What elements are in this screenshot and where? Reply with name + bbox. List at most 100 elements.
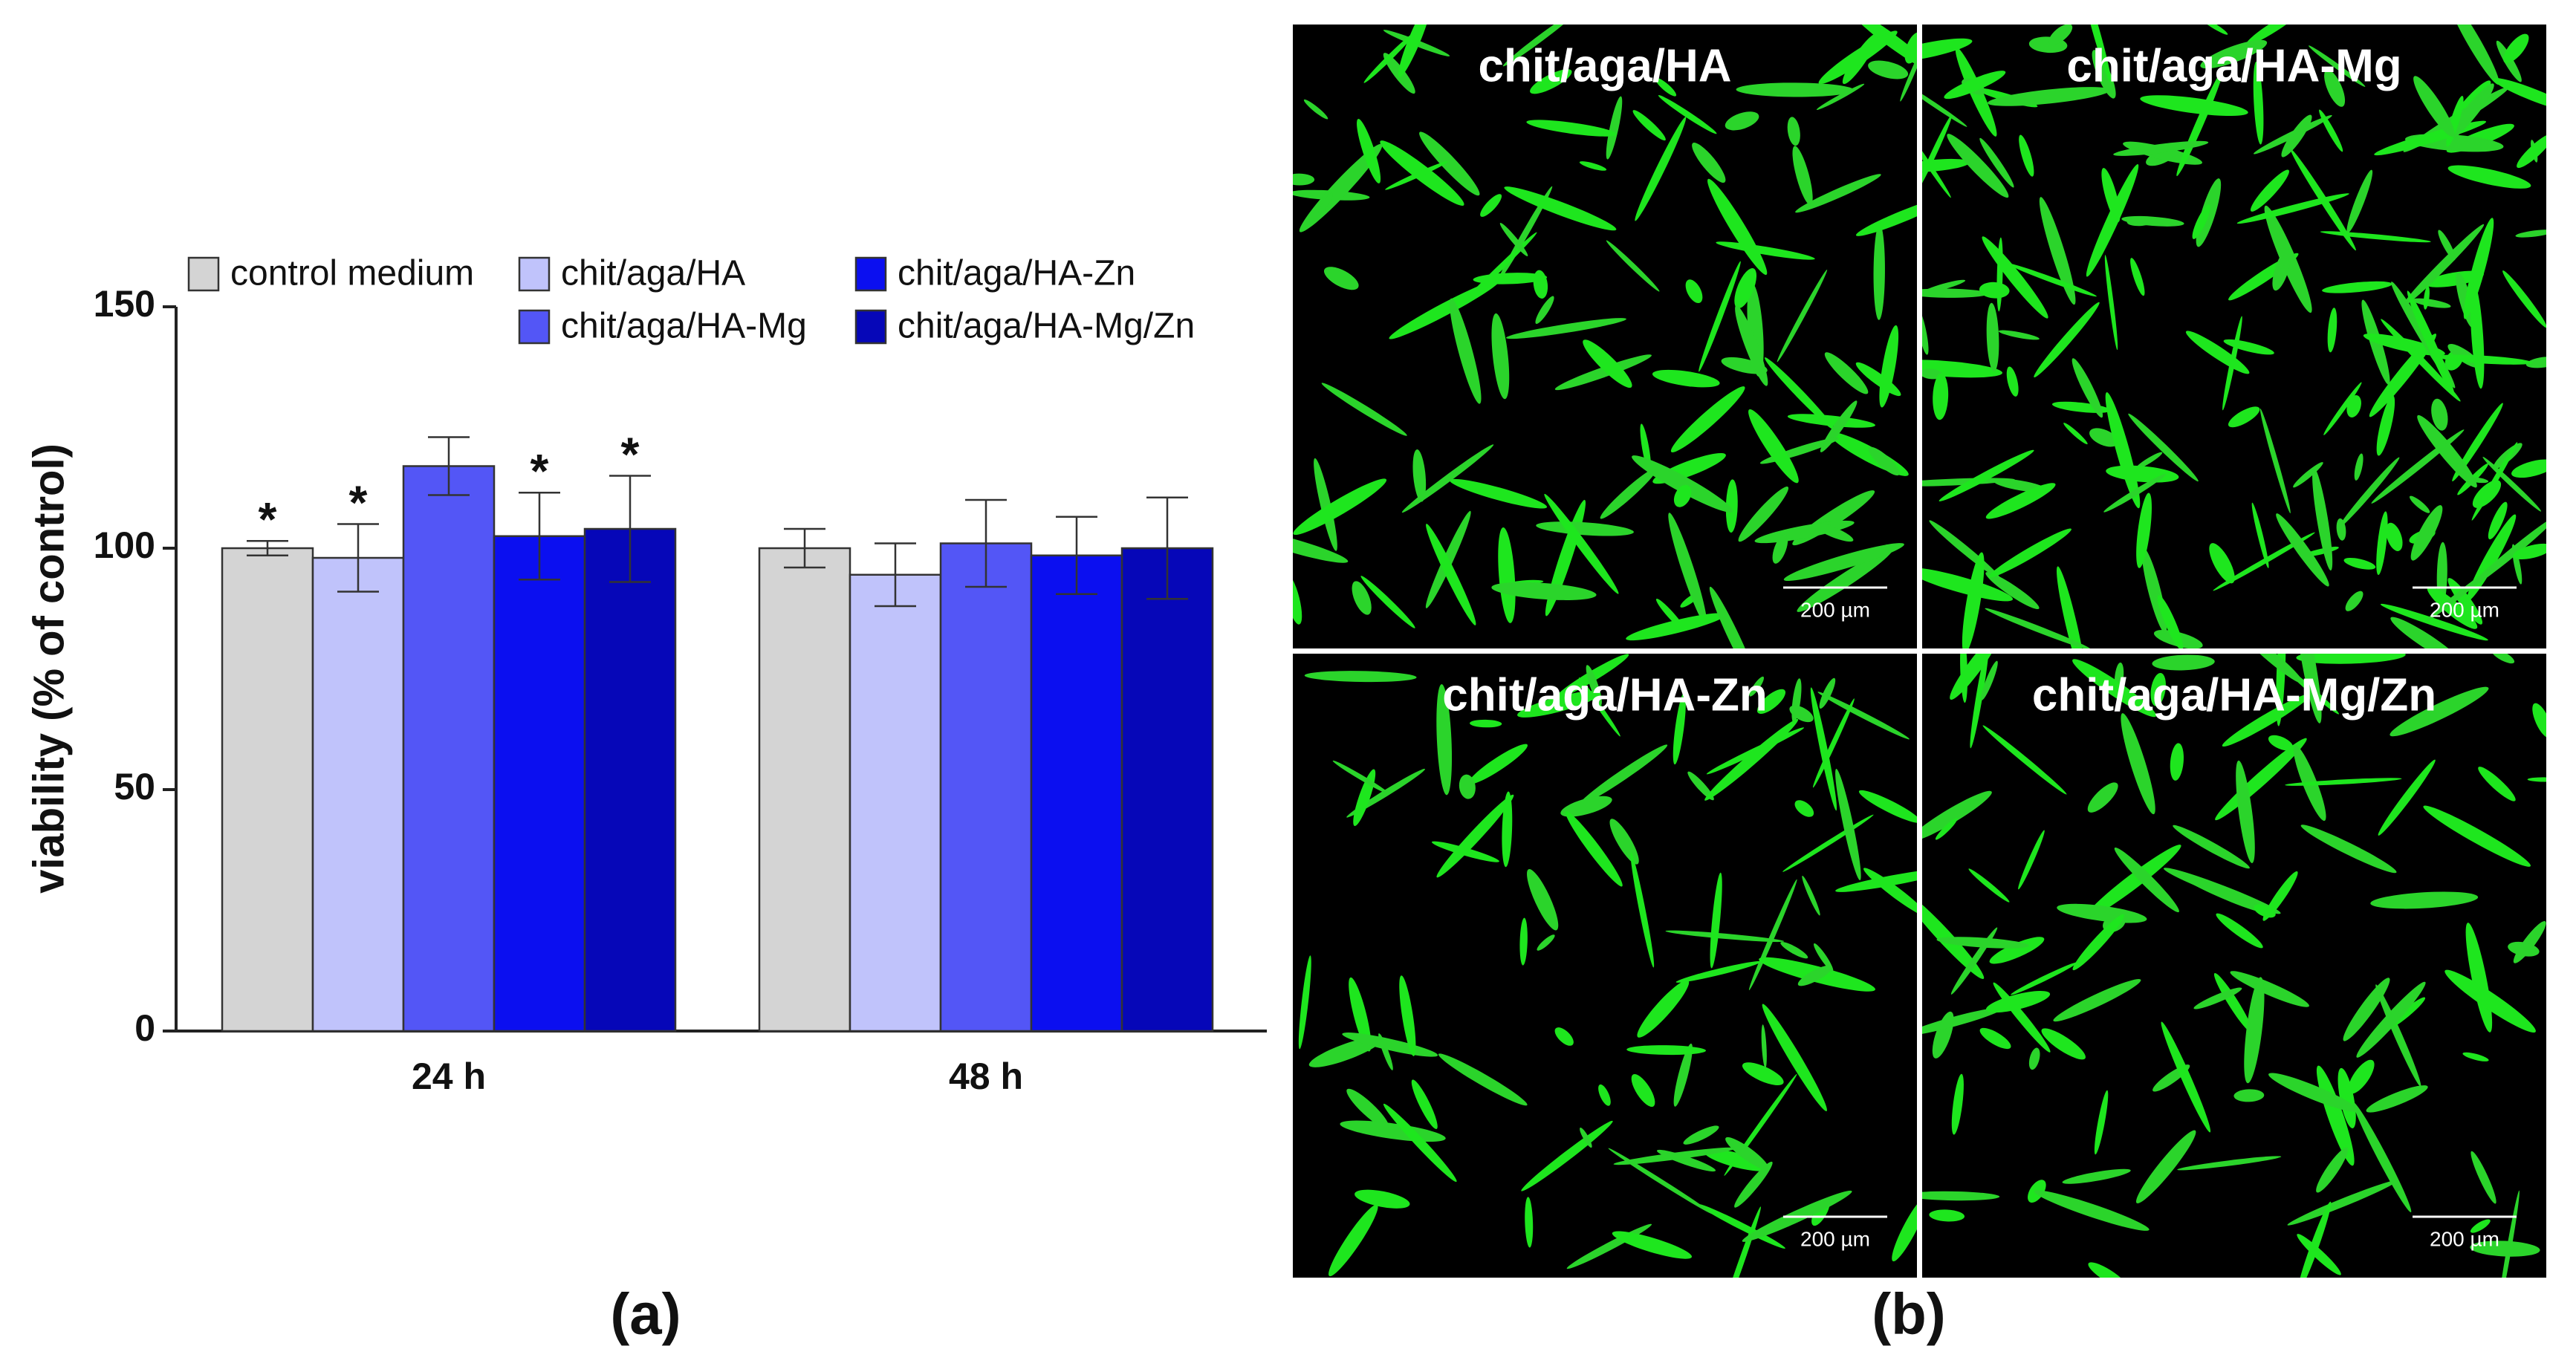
y-tick-label: 0 bbox=[134, 1007, 155, 1049]
cell bbox=[1655, 77, 1677, 97]
cell bbox=[2200, 39, 2268, 69]
cell bbox=[2322, 281, 2392, 293]
cell bbox=[1606, 96, 1623, 160]
cell bbox=[1360, 576, 1415, 628]
cell bbox=[2140, 95, 2248, 117]
cell bbox=[2019, 134, 2034, 177]
cell bbox=[2343, 978, 2390, 1041]
cell bbox=[1698, 1204, 1785, 1249]
cell bbox=[1673, 1043, 1693, 1107]
cell bbox=[2407, 290, 2455, 397]
cell bbox=[1412, 449, 1427, 502]
cell bbox=[1683, 1125, 1719, 1145]
cell bbox=[1981, 660, 1998, 700]
cell bbox=[2213, 972, 2253, 1033]
cell bbox=[2376, 395, 2395, 456]
cell bbox=[1609, 819, 1639, 865]
cell bbox=[1598, 1084, 1611, 1106]
cell bbox=[1668, 513, 1707, 625]
cell bbox=[1606, 240, 1660, 292]
cell bbox=[2319, 109, 2343, 152]
cell bbox=[2370, 891, 2479, 909]
cell bbox=[1812, 522, 1854, 542]
cell bbox=[2409, 495, 2430, 513]
cell bbox=[1802, 875, 1820, 916]
cell bbox=[1772, 534, 1788, 564]
cell bbox=[2092, 50, 2116, 99]
cell bbox=[1795, 174, 1881, 213]
cell bbox=[1673, 692, 1686, 765]
micrograph: chit/aga/HA 200 µm bbox=[1293, 25, 1917, 648]
cell bbox=[1810, 687, 1837, 811]
cell bbox=[1985, 990, 2051, 1013]
cell bbox=[2417, 414, 2477, 488]
cell bbox=[2312, 467, 2333, 570]
y-tick-label: 50 bbox=[114, 766, 155, 807]
cell bbox=[1922, 114, 1953, 195]
cell bbox=[2346, 169, 2373, 233]
cell bbox=[2251, 502, 2269, 568]
y-axis-label: viability (% of control) bbox=[25, 443, 73, 894]
cell bbox=[2348, 1059, 2375, 1094]
error-bar bbox=[609, 475, 651, 583]
cell bbox=[2412, 298, 2451, 308]
cell bbox=[2006, 366, 2019, 397]
cell bbox=[1626, 1045, 1707, 1056]
cell bbox=[1817, 692, 1910, 740]
cell bbox=[2177, 1156, 2282, 1171]
cell bbox=[1502, 25, 1579, 67]
cell bbox=[1560, 796, 1612, 817]
cell bbox=[2390, 686, 2489, 737]
cell bbox=[2130, 258, 2145, 296]
cells bbox=[1298, 654, 1917, 1278]
cell bbox=[1438, 1053, 1528, 1106]
cell bbox=[1303, 99, 1328, 120]
cell bbox=[2176, 70, 2224, 177]
cell bbox=[1293, 478, 1387, 536]
cell bbox=[1580, 1128, 1592, 1148]
cell bbox=[1819, 677, 1836, 709]
micrograph-title: chit/aga/HA-Mg bbox=[2066, 40, 2401, 91]
cell bbox=[2515, 230, 2546, 238]
bar bbox=[583, 527, 677, 1033]
cell bbox=[2236, 193, 2349, 224]
cell bbox=[2447, 578, 2483, 625]
cell bbox=[1363, 32, 1415, 83]
cell bbox=[1459, 774, 1476, 799]
cell bbox=[2087, 782, 2118, 813]
cell bbox=[1922, 38, 1973, 62]
cell bbox=[2503, 33, 2529, 64]
cell bbox=[2072, 914, 2124, 971]
cell bbox=[1352, 581, 1372, 615]
cell bbox=[1318, 192, 1333, 215]
cell bbox=[2170, 743, 2184, 781]
cell bbox=[2376, 511, 2388, 575]
bar bbox=[493, 535, 586, 1033]
legend-swatch bbox=[854, 309, 887, 345]
cell bbox=[1868, 60, 1909, 79]
scale-bar-label: 200 µm bbox=[1800, 598, 1870, 621]
cell bbox=[2401, 224, 2485, 308]
cell bbox=[1579, 744, 1668, 805]
cell bbox=[1725, 111, 1759, 131]
cell bbox=[2216, 913, 2263, 949]
bar bbox=[1120, 547, 1214, 1033]
cell bbox=[2316, 1147, 2349, 1193]
cell bbox=[1835, 868, 1917, 892]
cell bbox=[2337, 1067, 2356, 1128]
cell bbox=[2287, 1180, 2398, 1226]
cell bbox=[1505, 318, 1626, 339]
micrograph: chit/aga/HA-Mg/Zn 200 µm bbox=[1922, 654, 2546, 1278]
y-tick-label: 100 bbox=[94, 524, 155, 566]
cell bbox=[2336, 518, 2346, 541]
cell bbox=[2447, 165, 2531, 189]
cell bbox=[1527, 869, 1559, 931]
cell bbox=[2470, 1151, 2496, 1204]
cell bbox=[1554, 354, 1652, 391]
significance-mark: * bbox=[259, 492, 277, 546]
cell bbox=[2018, 830, 2045, 890]
cell bbox=[2105, 392, 2141, 509]
cell bbox=[1922, 360, 2003, 378]
cell bbox=[2071, 358, 2103, 418]
cell bbox=[1742, 1062, 1784, 1085]
